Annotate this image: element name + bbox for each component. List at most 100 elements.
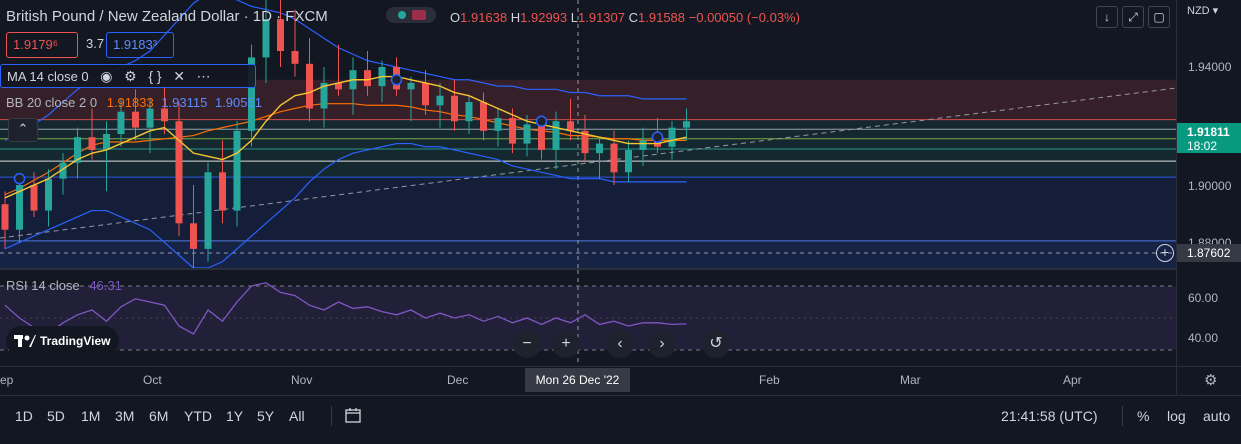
- pane-separator[interactable]: [0, 268, 1241, 270]
- bb-indicator-legend[interactable]: BB 20 close 2 0 1.91833 1.93115 1.90551: [0, 92, 262, 114]
- crosshair-price-label: 1.87602: [1177, 244, 1241, 262]
- rsi-tick: 60.00: [1188, 291, 1219, 305]
- candle-body: [175, 121, 183, 224]
- flag-icon: [412, 10, 426, 20]
- close-value: 1.91588: [638, 10, 686, 25]
- market-status-indicator[interactable]: [386, 7, 436, 23]
- settings-gear-icon[interactable]: ⚙: [1204, 372, 1218, 389]
- bb-upper-value: 1.93115: [161, 95, 208, 110]
- candle-body: [567, 121, 574, 131]
- signal-marker: [535, 115, 548, 127]
- rsi-plot[interactable]: [0, 270, 1176, 366]
- candle-body: [233, 130, 241, 211]
- candle-body: [16, 185, 23, 230]
- scroll-right-button[interactable]: ›: [648, 330, 676, 358]
- log-scale-toggle[interactable]: log: [1167, 408, 1186, 424]
- range-5y-button[interactable]: 5Y: [257, 408, 275, 424]
- bb-lower-line: [4, 142, 687, 268]
- change-value: −0.00050 (−0.03%): [688, 10, 800, 25]
- ma-line: [4, 75, 687, 199]
- rsi-value: 46.31: [89, 278, 122, 293]
- chevron-down-icon: ▾: [1212, 5, 1219, 17]
- candle-body: [335, 82, 342, 90]
- bb-basis-value: 1.91833: [106, 95, 154, 110]
- high-value: 1.92993: [520, 10, 568, 25]
- candle-body: [74, 137, 81, 163]
- range-5d-button[interactable]: 5D: [47, 408, 65, 424]
- currency-selector[interactable]: NZD ▾: [1187, 5, 1219, 17]
- price-axis[interactable]: NZD ▾: [1176, 0, 1241, 366]
- chevron-left-icon: ‹: [617, 335, 623, 352]
- signal-marker: [13, 172, 26, 185]
- bb-basis-line: [4, 103, 687, 196]
- candle-body: [45, 178, 52, 211]
- zoom-in-button[interactable]: +: [552, 330, 580, 358]
- symbol-title[interactable]: British Pound / New Zealand Dollar · 1D …: [6, 8, 328, 25]
- zoom-out-button[interactable]: −: [513, 330, 541, 358]
- collapse-legend-button[interactable]: ⌃: [8, 118, 38, 142]
- range-1d-button[interactable]: 1D: [15, 408, 33, 424]
- candle-body: [523, 124, 531, 144]
- candle-body: [248, 57, 255, 131]
- bb-lower-value: 1.90551: [214, 95, 262, 110]
- price-plot[interactable]: [0, 0, 1176, 268]
- plus-icon[interactable]: +: [1156, 244, 1174, 262]
- rsi-line: [4, 282, 687, 335]
- time-label: Nov: [291, 373, 313, 387]
- candle-body: [161, 108, 168, 122]
- gear-icon[interactable]: ⚙: [124, 68, 137, 84]
- price-tick: 1.94000: [1188, 60, 1232, 74]
- sell-button[interactable]: 1.9179⁶: [6, 32, 78, 58]
- time-label: Sep: [0, 373, 14, 387]
- range-all-button[interactable]: All: [289, 408, 305, 424]
- ma-indicator-legend[interactable]: MA 14 close 0 ◉ ⚙ { } ✕ ⋯: [0, 64, 256, 88]
- candle-body: [88, 137, 96, 150]
- close-icon[interactable]: ✕: [173, 68, 185, 84]
- buy-button[interactable]: 1.9183³: [106, 32, 174, 58]
- tradingview-logo[interactable]: TradingView: [6, 326, 119, 356]
- range-6m-button[interactable]: 6M: [149, 408, 169, 424]
- arrow-down-icon: ↓: [1104, 10, 1110, 24]
- candle-body: [204, 172, 212, 249]
- fullscreen-button[interactable]: ⤢: [1122, 6, 1144, 28]
- source-code-icon[interactable]: { }: [148, 68, 162, 84]
- scroll-left-button[interactable]: ‹: [606, 330, 634, 358]
- tradingview-icon: [14, 335, 36, 347]
- time-label: Mar: [900, 373, 921, 387]
- time-label: Feb: [759, 373, 780, 387]
- time-axis[interactable]: [0, 366, 1176, 395]
- reset-icon: ↺: [709, 335, 723, 352]
- candle-body: [219, 172, 226, 211]
- eye-icon[interactable]: ◉: [100, 68, 113, 84]
- utc-clock[interactable]: 21:41:58 (UTC): [1001, 408, 1098, 424]
- screenshot-button[interactable]: ▢: [1148, 6, 1170, 28]
- axis-settings-corner[interactable]: [1176, 366, 1241, 395]
- minus-icon: −: [522, 335, 532, 352]
- calendar-icon[interactable]: [345, 407, 361, 423]
- candle-body: [30, 185, 38, 211]
- candle-body: [146, 108, 154, 128]
- more-icon[interactable]: ⋯: [196, 68, 211, 84]
- range-ytd-button[interactable]: YTD: [184, 408, 212, 424]
- candle-body: [668, 127, 676, 147]
- scroll-down-button[interactable]: ↓: [1096, 6, 1118, 28]
- range-1m-button[interactable]: 1M: [81, 408, 101, 424]
- rsi-indicator-legend[interactable]: RSI 14 close 46.31: [6, 278, 122, 293]
- time-label: Apr: [1063, 373, 1082, 387]
- candle-body: [451, 95, 458, 122]
- candle-body: [581, 130, 589, 154]
- crosshair-date-label: Mon 26 Dec '22: [525, 368, 630, 392]
- candle-body: [103, 134, 110, 150]
- time-label: Oct: [143, 373, 162, 387]
- candle-body: [509, 118, 516, 144]
- percent-scale-toggle[interactable]: %: [1137, 408, 1150, 424]
- range-1y-button[interactable]: 1Y: [226, 408, 244, 424]
- ma-label: MA 14 close 0: [7, 69, 89, 84]
- candle-body: [132, 111, 139, 128]
- rsi-tick: 40.00: [1188, 331, 1219, 345]
- chevron-up-icon: ⌃: [17, 121, 29, 136]
- reset-chart-button[interactable]: ↺: [702, 330, 730, 358]
- auto-scale-toggle[interactable]: auto: [1203, 408, 1231, 424]
- main-chart-pane[interactable]: [0, 0, 1176, 366]
- range-3m-button[interactable]: 3M: [115, 408, 135, 424]
